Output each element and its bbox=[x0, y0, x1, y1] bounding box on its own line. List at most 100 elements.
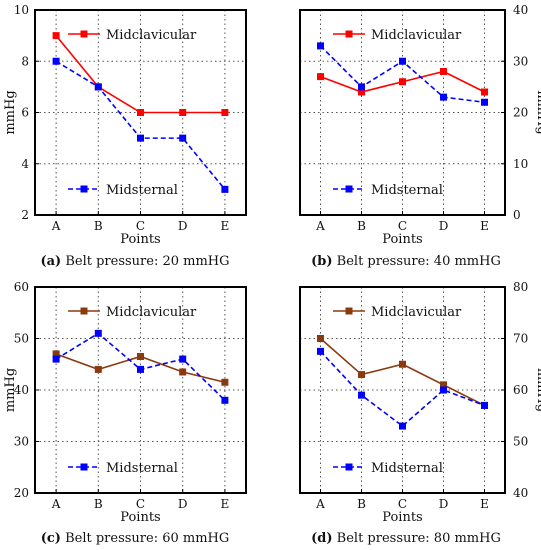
data-point-midsternal bbox=[440, 386, 447, 394]
caption-tag: (b) bbox=[311, 254, 333, 269]
data-point-midclavicular bbox=[52, 32, 60, 40]
x-tick-label: D bbox=[178, 497, 188, 511]
legend-marker-midsternal bbox=[80, 463, 88, 471]
data-point-midclavicular bbox=[358, 88, 365, 96]
data-point-midclavicular bbox=[221, 378, 229, 386]
x-axis-label: Points bbox=[382, 510, 422, 525]
x-tick-label: D bbox=[178, 219, 188, 233]
legend-label-midsternal: Midsternal bbox=[106, 461, 178, 476]
legend-label-midclavicular: Midclavicular bbox=[371, 305, 462, 320]
x-tick-label: E bbox=[221, 219, 230, 233]
y-tick-label: 20 bbox=[14, 486, 29, 500]
data-point-midclavicular bbox=[317, 335, 324, 342]
y-axis-label: mmHg bbox=[3, 90, 18, 134]
x-axis-label: Points bbox=[120, 510, 160, 525]
caption-d: (d) Belt pressure: 80 mmHG bbox=[271, 531, 541, 546]
x-tick-label: E bbox=[480, 219, 489, 233]
caption-tag: (a) bbox=[40, 254, 62, 269]
y-tick-label: 40 bbox=[513, 3, 528, 17]
y-tick-label: 2 bbox=[21, 208, 29, 222]
legend-marker-midsternal bbox=[345, 185, 353, 193]
data-point-midclavicular bbox=[137, 353, 144, 361]
y-tick-label: 40 bbox=[14, 383, 29, 397]
legend-marker-midsternal bbox=[80, 185, 88, 193]
x-tick-label: C bbox=[398, 219, 407, 233]
data-point-midsternal bbox=[52, 57, 60, 65]
x-axis-label: Points bbox=[120, 232, 160, 247]
legend-label-midsternal: Midsternal bbox=[371, 461, 443, 476]
caption-text: Belt pressure: 80 mmHG bbox=[336, 531, 501, 546]
legend-marker-midclavicular bbox=[345, 30, 353, 38]
data-point-midsternal bbox=[399, 57, 406, 65]
caption-text: Belt pressure: 60 mmHG bbox=[65, 531, 230, 546]
x-tick-label: C bbox=[136, 219, 145, 233]
x-tick-label: C bbox=[136, 497, 145, 511]
chart-d: 40 50 60 70 80 A B C D E Points mmHg Midclavicular Mi… bbox=[299, 280, 541, 525]
data-point-midsternal bbox=[317, 42, 324, 50]
y-tick-label: 80 bbox=[513, 280, 528, 294]
legend-marker-midsternal bbox=[345, 463, 353, 471]
y-tick-label: 8 bbox=[21, 54, 29, 68]
caption-b: (b) Belt pressure: 40 mmHG bbox=[271, 254, 541, 269]
y-tick-label: 20 bbox=[513, 106, 528, 120]
y-tick-label: 10 bbox=[14, 3, 29, 17]
legend-label-midclavicular: Midclavicular bbox=[106, 28, 197, 43]
y-tick-label: 0 bbox=[513, 208, 521, 222]
x-axis-label: Points bbox=[382, 232, 422, 247]
x-tick-label: A bbox=[315, 219, 325, 233]
data-point-midclavicular bbox=[358, 371, 365, 379]
y-tick-label: 30 bbox=[14, 435, 29, 449]
x-tick-label: B bbox=[357, 497, 366, 511]
data-point-midclavicular bbox=[94, 365, 102, 373]
series-line-midsternal bbox=[319, 350, 485, 428]
y-axis-label: mmHg bbox=[3, 368, 18, 412]
chart-b: 0 10 20 30 40 A B C D E Points mmHg Midclavicular Mid… bbox=[299, 3, 541, 247]
data-point-midsternal bbox=[94, 329, 102, 337]
legend-marker-midclavicular bbox=[80, 307, 88, 315]
data-point-midclavicular bbox=[399, 360, 406, 368]
data-point-midclavicular bbox=[137, 109, 144, 116]
data-point-midclavicular bbox=[440, 68, 447, 75]
y-tick-label: 70 bbox=[513, 332, 528, 346]
data-point-midclavicular bbox=[399, 78, 406, 86]
data-point-midclavicular bbox=[481, 88, 488, 96]
data-point-midclavicular bbox=[440, 381, 447, 389]
data-point-midsternal bbox=[481, 401, 488, 409]
data-point-midclavicular bbox=[317, 73, 324, 81]
data-point-midsternal bbox=[221, 396, 229, 404]
y-axis-label: mmHg bbox=[534, 90, 541, 134]
caption-text: Belt pressure: 20 mmHG bbox=[65, 254, 230, 269]
x-tick-label: E bbox=[221, 497, 230, 511]
legend-label-midclavicular: Midclavicular bbox=[106, 305, 197, 320]
x-tick-label: B bbox=[357, 219, 366, 233]
legend-marker-midclavicular bbox=[80, 30, 88, 38]
y-tick-label: 10 bbox=[513, 157, 528, 171]
data-point-midclavicular bbox=[179, 368, 187, 376]
x-tick-label: A bbox=[51, 219, 61, 233]
x-tick-label: A bbox=[51, 497, 61, 511]
data-point-midsternal bbox=[179, 134, 187, 142]
x-tick-label: E bbox=[480, 497, 489, 511]
y-tick-label: 30 bbox=[513, 54, 528, 68]
y-tick-label: 50 bbox=[14, 332, 29, 346]
data-point-midsternal bbox=[440, 93, 447, 101]
data-point-midsternal bbox=[52, 355, 60, 363]
y-tick-label: 4 bbox=[21, 157, 29, 171]
data-point-midsternal bbox=[137, 365, 144, 373]
y-tick-label: 60 bbox=[513, 383, 528, 397]
x-tick-label: A bbox=[315, 497, 325, 511]
series-line-midsternal bbox=[55, 60, 226, 190]
data-point-midsternal bbox=[221, 185, 229, 193]
data-point-midsternal bbox=[179, 355, 187, 363]
data-point-midclavicular bbox=[179, 109, 187, 116]
y-tick-label: 50 bbox=[513, 435, 528, 449]
caption-text: Belt pressure: 40 mmHG bbox=[336, 254, 501, 269]
y-tick-label: 60 bbox=[14, 280, 29, 294]
data-point-midclavicular bbox=[52, 350, 60, 358]
chart-c: 20 30 40 50 60 A B C D E Points mmHg Midclavicular Mi… bbox=[3, 280, 247, 525]
chart-a: 2 4 6 8 10 A B C D E Points mmHg Midclavicular Midste… bbox=[3, 3, 247, 247]
data-point-midsternal bbox=[481, 98, 488, 106]
y-tick-label: 6 bbox=[21, 106, 29, 120]
x-tick-label: C bbox=[398, 497, 407, 511]
